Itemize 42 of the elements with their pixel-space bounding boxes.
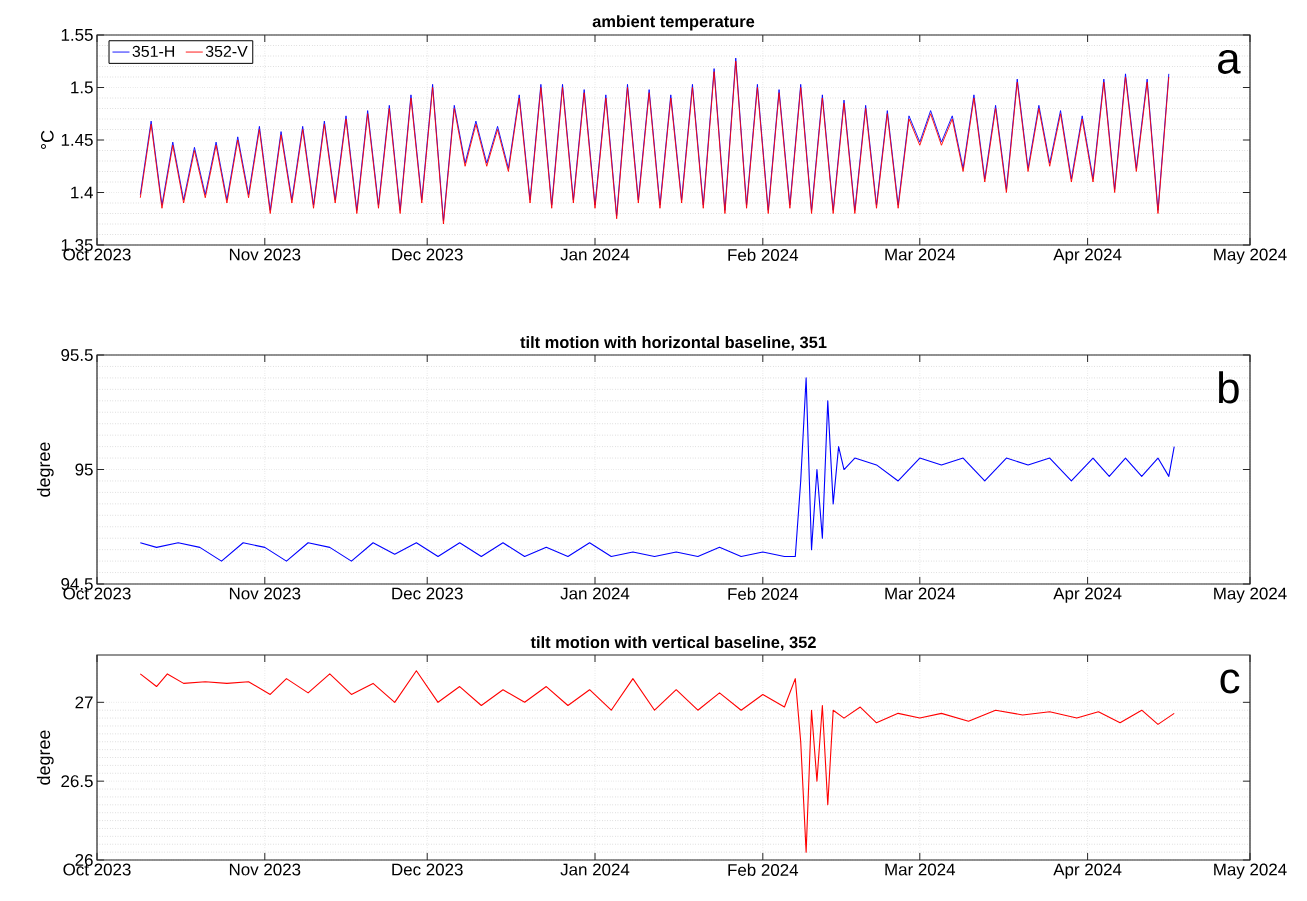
y-tick-label: 1.4	[71, 186, 93, 199]
y-tick-label: 27	[75, 696, 93, 709]
x-tick-label: Jan 2024	[560, 587, 630, 600]
y-tick-label: 1.45	[61, 134, 93, 146]
x-tick-label: Mar 2024	[885, 863, 956, 876]
chart-title: tilt motion with vertical baseline, 352	[530, 636, 816, 651]
y-axis-title: °C	[40, 130, 54, 149]
y-tick-label: 95.5	[61, 349, 93, 362]
x-tick-label: Nov 2023	[229, 863, 301, 876]
x-tick-label: Apr 2024	[1053, 248, 1122, 264]
x-tick-label: Feb 2024	[728, 587, 799, 600]
x-tick-label: Dec 2023	[392, 248, 463, 261]
x-tick-label: May 2024	[1214, 863, 1287, 879]
x-tick-label: Feb 2024	[728, 863, 799, 876]
annotation: a	[1218, 49, 1241, 74]
annotation: b	[1219, 371, 1239, 404]
line-series	[139, 670, 1175, 853]
x-tick-label: Dec 2023	[392, 863, 463, 876]
x-tick-label: Nov 2023	[229, 248, 301, 261]
chart-title: ambient temperature	[592, 15, 755, 31]
x-tick-label: Apr 2024	[1053, 863, 1122, 879]
x-tick-label: May 2024	[1214, 587, 1287, 603]
chart-title: tilt motion with horizontal baseline, 351	[520, 336, 827, 351]
y-tick-label: 95	[75, 463, 93, 476]
x-tick-label: Nov 2023	[229, 587, 301, 600]
x-tick-label: May 2024	[1214, 248, 1287, 264]
legend-label: 352-V	[205, 45, 248, 58]
x-tick-label: Feb 2024	[728, 248, 799, 261]
y-axis-title: degree	[36, 442, 54, 497]
y-tick-label: 1.55	[61, 29, 93, 41]
x-tick-label: Mar 2024	[885, 587, 956, 600]
x-tick-label: Apr 2024	[1053, 587, 1122, 603]
y-axis-title: degree	[36, 730, 54, 785]
x-tick-label: Dec 2023	[392, 587, 463, 600]
y-tick-label: 26.5	[61, 775, 93, 788]
annotation: c	[1220, 669, 1240, 694]
x-tick-label: Jan 2024	[560, 863, 630, 876]
line-series	[139, 377, 1175, 562]
y-tick-label: 1.5	[71, 81, 93, 94]
x-tick-label: Mar 2024	[885, 248, 956, 261]
legend-label: 351-H	[132, 45, 175, 58]
x-tick-label: Jan 2024	[560, 248, 630, 261]
